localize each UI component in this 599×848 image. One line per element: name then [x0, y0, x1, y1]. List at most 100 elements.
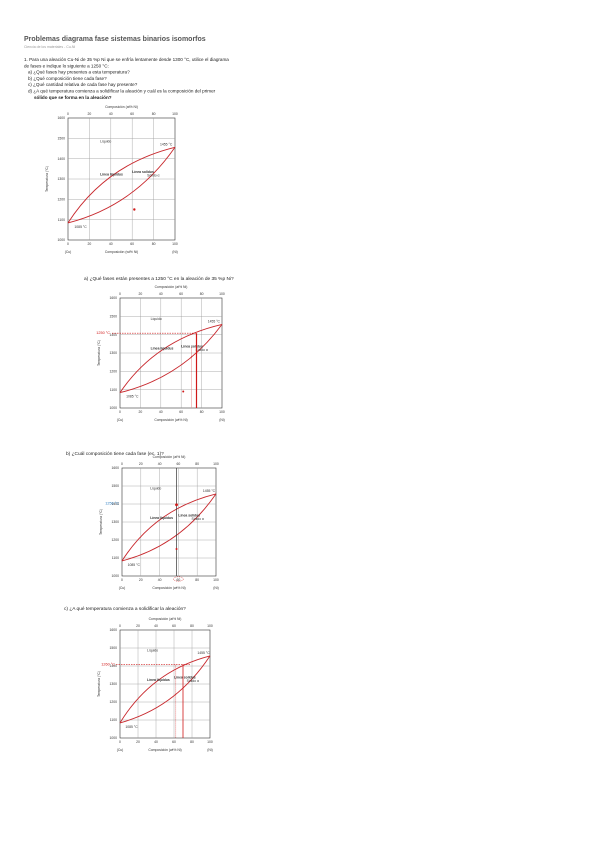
line-label: Línea solidus	[132, 170, 154, 174]
y-tick-label: 1600	[109, 628, 117, 632]
top-tick-label: 40	[159, 292, 163, 296]
y-tick-label: 1100	[112, 556, 119, 560]
top-tick-label: 40	[109, 112, 113, 116]
melting-label: 1085 °C	[125, 725, 138, 729]
x-tick-label: 20	[88, 242, 92, 246]
figure-caption: b) ¿Cuál composición tiene cada fase (ec…	[66, 451, 164, 457]
intro-line: b) ¿Qué composición tiene cada fase?	[28, 76, 107, 81]
x-end-label: (Ni)	[219, 418, 224, 422]
document-title: Problemas diagrama fase sistemas binario…	[24, 36, 206, 43]
x-tick-label: 0	[119, 740, 121, 744]
y-tick-label: 1300	[57, 177, 65, 181]
solidus-curve	[119, 324, 223, 394]
x-tick-label: 40	[154, 740, 158, 744]
region-label: Líquido	[150, 487, 161, 491]
marker-dot	[133, 208, 136, 211]
line-label: Línea solidus	[181, 345, 203, 349]
top-tick-label: 0	[121, 462, 123, 466]
x-tick-label: 0	[67, 242, 69, 246]
region-label: Líquido	[147, 649, 158, 653]
top-tick-label: 80	[200, 292, 204, 296]
top-tick-label: 0	[119, 292, 121, 296]
phase-diagram: a) ¿Qué fases están presentes a 1250 °C …	[84, 276, 234, 422]
y-tick-label: 1200	[57, 198, 65, 202]
top-axis-label: Composición (at% Ni)	[153, 455, 186, 459]
x-end-label: (Cu)	[65, 250, 72, 254]
top-tick-label: 60	[179, 292, 183, 296]
x-tick-label: 100	[219, 410, 225, 414]
region-label: Sólido α	[195, 348, 207, 352]
x-tick-label: 0	[121, 578, 123, 582]
top-tick-label: 0	[119, 624, 121, 628]
y-axis-label: Temperatura (°C)	[45, 166, 49, 192]
temperature-annotation: 1250 °C	[96, 331, 110, 335]
region-label: Sólido α	[192, 517, 204, 521]
y-tick-label: 1400	[109, 333, 117, 337]
line-label: Línea solidus	[178, 514, 200, 518]
x-axis-label: Composición (wt% Ni)	[152, 586, 185, 590]
y-tick-label: 1000	[109, 736, 117, 740]
x-tick-label: 80	[152, 242, 156, 246]
top-tick-label: 20	[88, 112, 92, 116]
x-end-label: (Cu)	[119, 586, 126, 590]
x-axis-label: Composición (wt% Ni)	[105, 250, 138, 254]
y-tick-label: 1000	[111, 574, 119, 578]
temperature-annotation: 1260 °C	[101, 663, 115, 667]
x-tick-label: 60	[179, 410, 183, 414]
x-tick-label: 60	[172, 740, 176, 744]
region-label: Líquido	[151, 317, 162, 321]
y-tick-label: 1200	[109, 700, 117, 704]
line-label: Línea liquidus	[151, 347, 174, 351]
top-tick-label: 20	[136, 624, 140, 628]
x-tick-label: 20	[139, 410, 143, 414]
liquidus-curve	[119, 655, 211, 724]
melting-label: 1085 °C	[74, 225, 87, 229]
x-axis-label: Composición (wt% Ni)	[154, 418, 187, 422]
line-label: Línea liquidus	[100, 172, 123, 176]
y-tick-label: 1200	[109, 370, 117, 374]
y-tick-label: 1100	[110, 718, 117, 722]
top-tick-label: 100	[207, 624, 213, 628]
intro-block: 1. Para una aleación Cu-Ni de 35 %p Ni q…	[24, 57, 229, 100]
line-label: Línea liquidus	[147, 678, 170, 682]
melting-label: 1085 °C	[128, 563, 141, 567]
x-end-label: (Cu)	[117, 418, 124, 422]
x-tick-label: 80	[190, 740, 194, 744]
y-tick-label: 1600	[111, 466, 119, 470]
top-tick-label: 60	[177, 462, 181, 466]
y-tick-label: 1200	[111, 538, 119, 542]
solidus-curve	[67, 147, 176, 224]
x-tick-label: 20	[136, 740, 140, 744]
solidus-curve	[119, 655, 211, 724]
y-tick-label: 1500	[57, 137, 65, 141]
solidus-curve	[121, 493, 217, 562]
y-tick-label: 1500	[111, 484, 119, 488]
x-end-label: (Ni)	[213, 586, 218, 590]
melting-label: 1455 °C	[203, 489, 216, 493]
y-tick-label: 1000	[57, 238, 65, 242]
top-tick-label: 60	[172, 624, 176, 628]
x-tick-label: 80	[200, 410, 204, 414]
y-tick-label: 1500	[109, 646, 117, 650]
melting-label: 1455 °C	[197, 651, 210, 655]
figure-caption: a) ¿Qué fases están presentes a 1250 °C …	[84, 276, 234, 282]
top-tick-label: 80	[195, 462, 199, 466]
phase-diagram: c) ¿A qué temperatura comienza a solidif…	[64, 606, 213, 752]
melting-label: 1455 °C	[160, 142, 173, 146]
marker-dot	[175, 503, 178, 507]
region-label: Líquido	[100, 139, 111, 143]
marker-dot	[182, 390, 185, 393]
y-tick-label: 1400	[111, 502, 119, 506]
y-tick-label: 1100	[110, 388, 117, 392]
x-tick-label: 40	[109, 242, 113, 246]
x-axis-label: Composición (wt% Ni)	[148, 748, 181, 752]
top-tick-label: 100	[172, 112, 178, 116]
top-tick-label: 40	[154, 624, 158, 628]
y-tick-label: 1300	[111, 520, 119, 524]
top-axis-label: Composición (at% Ni)	[149, 617, 182, 621]
phase-diagram: b) ¿Cuál composición tiene cada fase (ec…	[66, 451, 219, 590]
liquidus-curve	[67, 146, 176, 224]
